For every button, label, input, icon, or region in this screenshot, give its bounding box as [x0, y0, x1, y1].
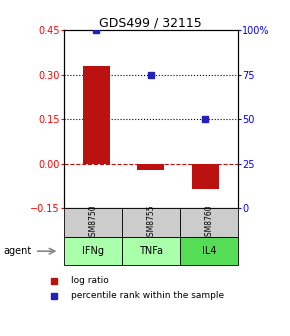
- Bar: [180, 237, 238, 265]
- Bar: [64, 237, 122, 265]
- Bar: [180, 208, 238, 237]
- Text: IFNg: IFNg: [82, 246, 104, 256]
- Text: IL4: IL4: [202, 246, 216, 256]
- Text: GSM8760: GSM8760: [204, 204, 213, 241]
- Text: percentile rank within the sample: percentile rank within the sample: [71, 291, 225, 300]
- Title: GDS499 / 32115: GDS499 / 32115: [99, 16, 202, 29]
- Bar: [122, 237, 180, 265]
- Text: agent: agent: [3, 246, 31, 256]
- Text: GSM8755: GSM8755: [146, 204, 155, 241]
- Bar: [122, 208, 180, 237]
- Text: log ratio: log ratio: [71, 276, 109, 285]
- Bar: [192, 164, 219, 189]
- Text: GSM8750: GSM8750: [88, 204, 97, 241]
- Text: TNFa: TNFa: [139, 246, 163, 256]
- Bar: [83, 66, 110, 164]
- Bar: [137, 164, 164, 170]
- Bar: [64, 208, 122, 237]
